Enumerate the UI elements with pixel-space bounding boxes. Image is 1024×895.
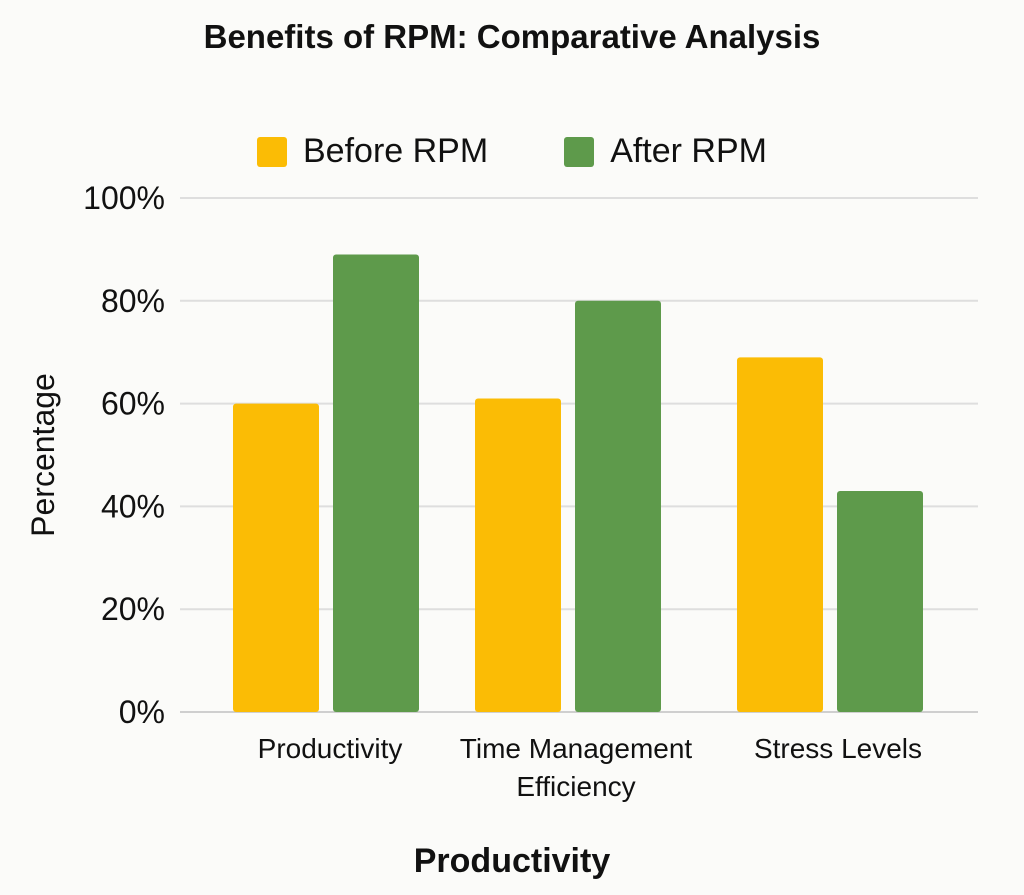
bar-after-1 [575,300,661,712]
x-category-label: Efficiency [516,771,635,802]
legend-swatch-after [564,136,595,167]
bar-after-0 [333,254,419,713]
chart-legend: Before RPM After RPM [0,132,1024,171]
legend-label-before: Before RPM [303,132,489,170]
x-category-label: Productivity [258,733,403,764]
x-category-labels: Productivity Time Management Efficiency Str… [258,733,922,802]
y-tick-label: 60% [101,386,165,422]
y-tick-label: 20% [101,591,165,627]
bars [233,254,923,713]
y-axis-title: Percentage [25,373,61,537]
y-tick-label: 40% [101,488,165,524]
x-category-label: Stress Levels [754,733,922,764]
y-tick-labels: 0% 20% 40% 60% 80% 100% [83,180,165,730]
bar-before-2 [737,357,823,712]
x-category-label: Time Management [460,733,693,764]
bar-before-0 [233,403,319,712]
legend-item-after: After RPM [564,132,767,171]
chart-title: Benefits of RPM: Comparative Analysis [203,18,821,55]
y-tick-label: 80% [101,283,165,319]
legend-item-before: Before RPM [257,132,488,171]
bar-after-2 [837,490,923,712]
bar-before-1 [475,398,561,712]
x-axis-title: Productivity [414,842,611,880]
legend-label-after: After RPM [610,132,767,170]
y-tick-label: 0% [119,694,165,730]
legend-swatch-before [257,136,287,167]
y-tick-label: 100% [83,180,165,216]
